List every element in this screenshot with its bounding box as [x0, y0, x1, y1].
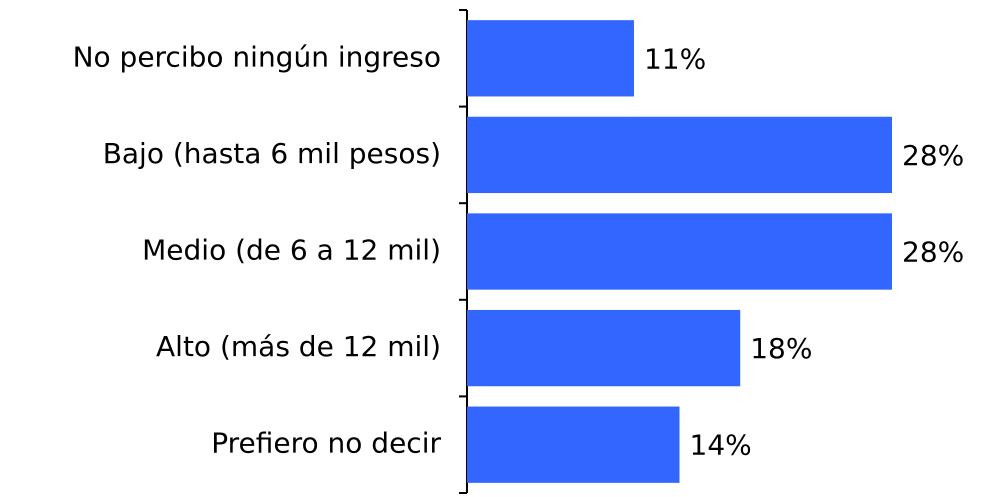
- value-label: 18%: [750, 332, 812, 365]
- y-tick-label: Alto (más de 12 mil): [156, 330, 441, 363]
- y-tick-label: Medio (de 6 a 12 mil): [142, 234, 441, 267]
- value-label: 28%: [902, 139, 964, 172]
- bar: [467, 20, 634, 97]
- value-label: 28%: [902, 236, 964, 269]
- bar: [467, 116, 892, 194]
- bar: [467, 406, 680, 483]
- y-tick-label: Prefiero no decir: [211, 427, 441, 460]
- y-tick-label: Bajo (hasta 6 mil pesos): [103, 137, 441, 170]
- y-tick-label: No percibo ningún ingreso: [73, 40, 441, 73]
- bar: [467, 213, 892, 290]
- value-label: 14%: [690, 429, 752, 462]
- value-label: 11%: [644, 42, 706, 75]
- bar: [467, 309, 741, 387]
